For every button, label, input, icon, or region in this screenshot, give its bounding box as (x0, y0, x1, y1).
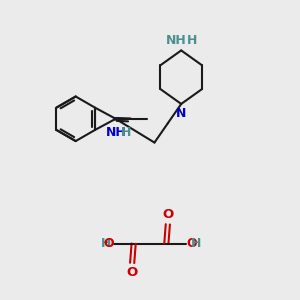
Text: H: H (191, 237, 201, 250)
Text: O: O (103, 237, 114, 250)
Text: NH: NH (166, 34, 186, 47)
Text: H: H (120, 126, 131, 139)
Text: H: H (100, 237, 111, 250)
Text: O: O (162, 208, 173, 221)
Text: H: H (186, 34, 197, 47)
Text: NH: NH (105, 126, 126, 139)
Text: O: O (127, 266, 138, 279)
Text: O: O (186, 237, 197, 250)
Text: N: N (176, 107, 186, 121)
